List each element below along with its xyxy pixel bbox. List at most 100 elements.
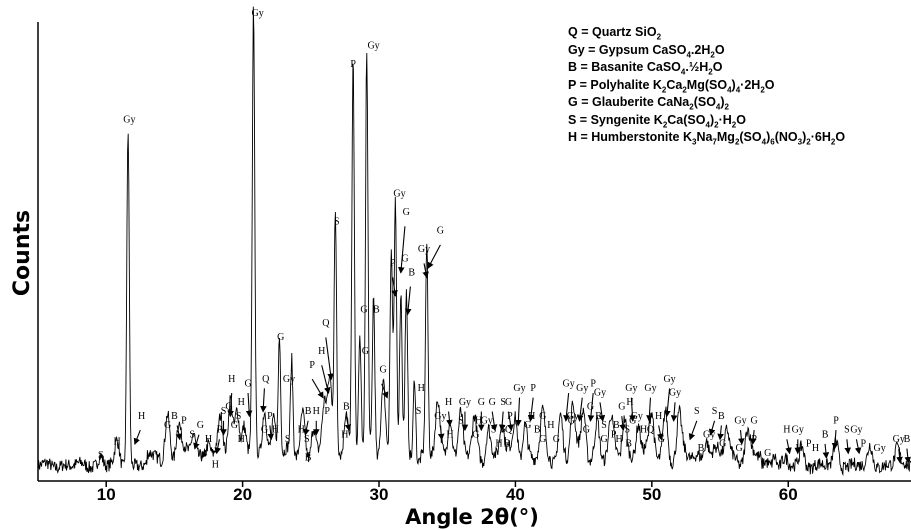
- peak-arrow: [844, 439, 851, 455]
- peak-label: Q: [647, 425, 655, 436]
- peak-label: G: [505, 397, 512, 408]
- peak-arrow: [750, 430, 757, 446]
- peak-label: Gy: [563, 378, 575, 389]
- peak-arrow: [619, 416, 626, 432]
- peak-label: Gy: [513, 383, 525, 394]
- peak-label: H: [341, 429, 348, 440]
- peak-label: Gy: [703, 429, 715, 440]
- peak-arrow: [670, 402, 678, 422]
- peak-label: H: [228, 374, 235, 385]
- peak-label: G: [539, 434, 546, 445]
- peak-label: Gy: [625, 383, 637, 394]
- peak-label: B: [904, 434, 911, 445]
- peak-label: H: [783, 425, 790, 436]
- x-tick-label: 10: [97, 485, 116, 504]
- peak-label: G: [225, 402, 232, 413]
- peak-label: H: [445, 397, 452, 408]
- peak-label: S: [458, 415, 464, 426]
- peak-label: H: [205, 434, 212, 445]
- peak-arrow: [437, 425, 445, 441]
- peak-arrow: [738, 430, 745, 446]
- peak-label: Gy: [418, 244, 430, 255]
- peak-arrow: [214, 439, 221, 455]
- peak-arrow: [688, 420, 698, 441]
- peak-label: B: [305, 452, 312, 463]
- peak-label: H: [318, 346, 325, 357]
- peak-label: G: [261, 425, 268, 436]
- axes: [37, 22, 911, 482]
- peak-label: B: [822, 429, 829, 440]
- peak-label: Gy: [850, 425, 862, 436]
- peak-label: Gy: [669, 388, 681, 399]
- peak-label: H: [298, 425, 305, 436]
- peak-label: G: [401, 253, 408, 264]
- peak-label: G: [244, 378, 251, 389]
- peak-label: Gy: [631, 411, 643, 422]
- peak-label: B: [613, 420, 620, 431]
- peak-arrow: [515, 397, 522, 427]
- legend-item: H = Humberstonite K3Na7Mg2(SO4)6(NO3)2·6…: [568, 130, 846, 147]
- peak-label: Gy: [123, 114, 135, 125]
- peak-arrow: [785, 439, 792, 455]
- peak-label: G: [539, 411, 546, 422]
- peak-arrow: [321, 365, 331, 395]
- peak-arrow: [193, 434, 200, 450]
- peak-label: H: [238, 397, 245, 408]
- peak-label: S: [624, 425, 630, 436]
- peak-label: G: [403, 207, 410, 218]
- peak-arrow: [507, 411, 514, 432]
- peak-label: G: [489, 397, 496, 408]
- peak-label: G: [472, 429, 479, 440]
- peak-arrow: [717, 425, 724, 441]
- peak-arrow: [587, 392, 595, 422]
- peak-label: S: [236, 411, 242, 422]
- peak-label: H: [615, 434, 622, 445]
- peak-label: P: [611, 429, 617, 440]
- peak-label: B: [698, 443, 705, 454]
- x-tick-label: 40: [506, 485, 525, 504]
- peak-arrow: [576, 397, 584, 422]
- legend-item: P = Polyhalite K2Ca2Mg(SO4)4·2H2O: [568, 77, 775, 94]
- x-ticks: 10 20 30 40 50 60: [97, 481, 798, 504]
- peak-arrow: [563, 392, 570, 422]
- peak-arrow: [498, 411, 506, 432]
- peak-label: G: [587, 402, 594, 413]
- peak-label: B: [625, 439, 632, 450]
- peak-arrow: [381, 383, 389, 399]
- peak-label: P: [590, 378, 596, 389]
- peak-label: G: [553, 434, 560, 445]
- peak-label: Gy: [594, 388, 606, 399]
- peak-label: P: [860, 439, 866, 450]
- peak-label: G: [719, 439, 726, 450]
- peak-arrow: [391, 277, 398, 297]
- peak-label: H: [626, 397, 633, 408]
- x-tick-label: 50: [642, 485, 661, 504]
- peak-label: H: [138, 411, 145, 422]
- peak-arrow: [260, 388, 267, 413]
- peak-arrow: [646, 397, 653, 422]
- peak-label: P: [309, 360, 315, 371]
- peak-label: B: [408, 267, 415, 278]
- peak-arrow: [398, 226, 406, 274]
- peak-arrow: [598, 402, 606, 422]
- peak-label: G: [360, 304, 367, 315]
- peak-label: H: [495, 439, 502, 450]
- peak-label: H: [655, 411, 662, 422]
- peak-arrow: [311, 378, 324, 399]
- peak-label: G: [437, 226, 444, 237]
- peak-label: S: [221, 406, 227, 417]
- peak-label: S: [491, 425, 497, 436]
- peak-label: G: [277, 332, 284, 343]
- peak-label: G: [379, 365, 386, 376]
- peak-label: P: [390, 258, 396, 269]
- peak-arrow: [427, 244, 441, 269]
- peak-label: S: [601, 420, 607, 431]
- peak-label: Q: [322, 318, 330, 329]
- peak-arrow: [446, 411, 453, 427]
- peak-label: P: [751, 434, 757, 445]
- peak-label: Gy: [251, 8, 263, 19]
- peak-label: P: [507, 411, 513, 422]
- peak-label: S: [285, 434, 291, 445]
- peak-label: G: [478, 397, 485, 408]
- peak-arrows: [133, 226, 911, 464]
